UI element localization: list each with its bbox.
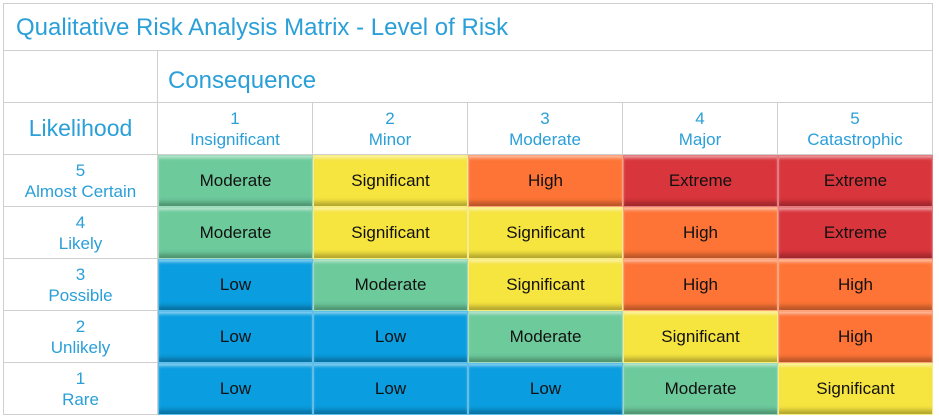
consequence-label: Consequence bbox=[158, 51, 933, 103]
risk-cell: Low bbox=[313, 311, 468, 363]
risk-cell: Low bbox=[468, 363, 623, 415]
likelihood-number: 2 bbox=[75, 316, 86, 336]
likelihood-header-2: 2 Unlikely bbox=[3, 311, 158, 363]
risk-cell: Significant bbox=[313, 155, 468, 207]
risk-cell: Significant bbox=[468, 207, 623, 259]
risk-cell: Moderate bbox=[158, 155, 313, 207]
consequence-header-3: 3 Moderate bbox=[468, 103, 623, 155]
matrix-title: Qualitative Risk Analysis Matrix - Level… bbox=[3, 3, 933, 51]
risk-cell: Moderate bbox=[158, 207, 313, 259]
consequence-name: Insignificant bbox=[190, 129, 280, 149]
consequence-number: 1 bbox=[230, 108, 240, 128]
consequence-header-4: 4 Major bbox=[623, 103, 778, 155]
corner-blank bbox=[3, 51, 158, 103]
risk-cell: Low bbox=[158, 363, 313, 415]
likelihood-number: 4 bbox=[75, 212, 86, 232]
risk-cell: Significant bbox=[468, 259, 623, 311]
risk-cell: High bbox=[778, 259, 933, 311]
consequence-name: Catastrophic bbox=[807, 129, 903, 149]
likelihood-header-5: 5 Almost Certain bbox=[3, 155, 158, 207]
likelihood-number: 1 bbox=[75, 368, 86, 388]
risk-cell: High bbox=[623, 259, 778, 311]
risk-cell: Low bbox=[313, 363, 468, 415]
risk-cell: High bbox=[468, 155, 623, 207]
likelihood-number: 5 bbox=[75, 160, 86, 180]
likelihood-header-4: 4 Likely bbox=[3, 207, 158, 259]
likelihood-name: Likely bbox=[58, 233, 103, 253]
risk-cell: Significant bbox=[623, 311, 778, 363]
likelihood-name: Unlikely bbox=[50, 337, 111, 357]
risk-cell: High bbox=[778, 311, 933, 363]
consequence-number: 3 bbox=[540, 108, 550, 128]
likelihood-label: Likelihood bbox=[3, 103, 158, 155]
likelihood-name: Rare bbox=[62, 389, 99, 409]
consequence-number: 2 bbox=[385, 108, 395, 128]
risk-cell: Low bbox=[158, 311, 313, 363]
risk-cell: Significant bbox=[313, 207, 468, 259]
risk-cell: Extreme bbox=[778, 155, 933, 207]
risk-cell: Extreme bbox=[623, 155, 778, 207]
consequence-number: 4 bbox=[695, 108, 705, 128]
risk-cell: Significant bbox=[778, 363, 933, 415]
likelihood-name: Possible bbox=[48, 285, 113, 305]
likelihood-name: Almost Certain bbox=[24, 181, 137, 201]
consequence-header-2: 2 Minor bbox=[313, 103, 468, 155]
risk-cell: Moderate bbox=[623, 363, 778, 415]
risk-matrix: Qualitative Risk Analysis Matrix - Level… bbox=[3, 3, 933, 415]
risk-cell: High bbox=[623, 207, 778, 259]
consequence-name: Moderate bbox=[509, 129, 581, 149]
consequence-name: Major bbox=[678, 129, 722, 149]
likelihood-number: 3 bbox=[75, 264, 86, 284]
consequence-number: 5 bbox=[850, 108, 860, 128]
consequence-name: Minor bbox=[368, 129, 412, 149]
consequence-header-5: 5 Catastrophic bbox=[778, 103, 933, 155]
likelihood-header-3: 3 Possible bbox=[3, 259, 158, 311]
likelihood-header-1: 1 Rare bbox=[3, 363, 158, 415]
risk-cell: Moderate bbox=[313, 259, 468, 311]
risk-cell: Moderate bbox=[468, 311, 623, 363]
consequence-header-1: 1 Insignificant bbox=[158, 103, 313, 155]
risk-cell: Low bbox=[158, 259, 313, 311]
risk-cell: Extreme bbox=[778, 207, 933, 259]
